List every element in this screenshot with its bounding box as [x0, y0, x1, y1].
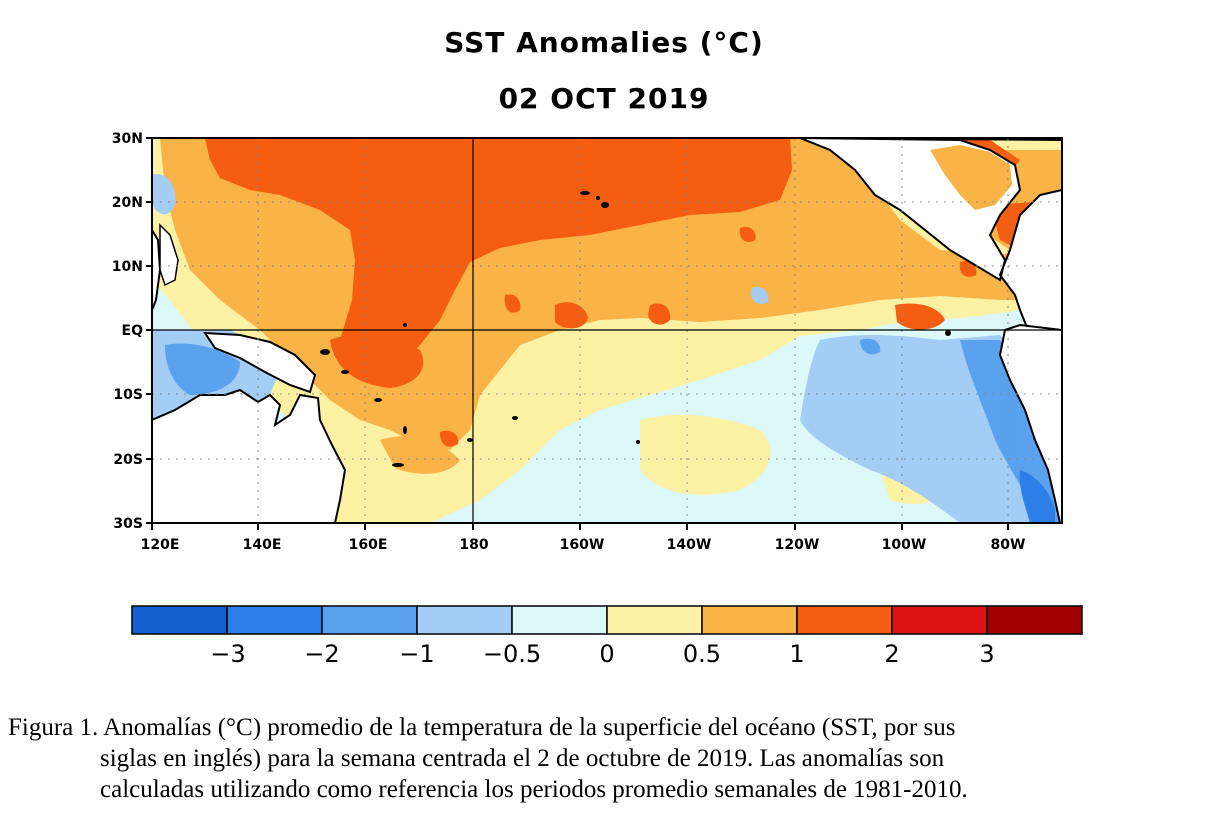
- colorbar-label-neg3: −3: [210, 640, 245, 668]
- anomaly-field-neg0p5-neg1-patch: [152, 174, 176, 215]
- colorbar-box-0: [131, 605, 228, 635]
- colorbar-boxes: [131, 605, 1083, 635]
- anomaly-field-neg2-neg3: [1019, 470, 1055, 523]
- colorbar-box-3: [416, 605, 513, 635]
- anomaly-field-neg1-neg2-patch: [860, 338, 881, 355]
- map-date: 02 OCT 2019: [498, 82, 710, 115]
- pacific-islands: [320, 191, 951, 467]
- lat-tick-label-20n: 20N: [112, 195, 143, 211]
- colorbar-label-neg1: −1: [399, 640, 434, 668]
- lon-tick-label-120e: 120E: [141, 537, 180, 553]
- colorbar-box-9: [986, 605, 1083, 635]
- anomaly-field-neg0p5-neg1-patch2: [900, 393, 930, 417]
- colorbar-box-2: [321, 605, 418, 635]
- colorbar-box-4: [511, 605, 608, 635]
- colorbar-box-7: [796, 605, 893, 635]
- anomaly-field-1-2-pocket-c: [895, 303, 945, 330]
- lat-tick-label-20s: 20S: [113, 452, 143, 468]
- anomaly-field-1-2-pocket-f: [440, 430, 459, 447]
- anomaly-field-neg0p5-neg1-eddy: [751, 286, 769, 305]
- colorbar-box-8: [891, 605, 988, 635]
- colorbar-label-neg0p5: −0.5: [483, 640, 541, 668]
- figure-caption: Figura 1. Anomalías (°C) promedio de la …: [8, 712, 1198, 805]
- anomaly-field-1-2-eq-west: [330, 334, 424, 388]
- lon-tick-label-160e: 160E: [349, 537, 388, 553]
- lon-tick-label-140w: 140W: [667, 537, 712, 553]
- sst-anomaly-map: 30N 20N 10N EQ 10S 20S 30S 120E 140E 160…: [112, 131, 1063, 553]
- anomaly-field-1-2-pocket-g: [959, 260, 977, 277]
- lat-tick-label-10s: 10S: [113, 387, 143, 403]
- colorbar-label-3: 3: [979, 640, 994, 668]
- new-guinea-land: [203, 331, 317, 394]
- south-america-land: [998, 323, 1062, 523]
- anomaly-field-0-0p5-south: [640, 414, 771, 495]
- anomaly-field-1-2-pocket-e: [739, 226, 756, 242]
- anomaly-field-1-2-pocket-b: [648, 303, 671, 325]
- lat-tick-label-30n: 30N: [112, 131, 143, 147]
- colorbar-box-1: [226, 605, 323, 635]
- colorbar-label-1: 1: [789, 640, 804, 668]
- lon-tick-label-140e: 140E: [243, 537, 282, 553]
- caption-line-1: Figura 1. Anomalías (°C) promedio de la …: [8, 714, 956, 741]
- map-title: SST Anomalies (°C): [444, 26, 764, 59]
- anomaly-field-neg1-neg2-west: [165, 343, 240, 395]
- colorbar: −3 −2 −1 −0.5 0 0.5 1 2 3: [131, 605, 1083, 668]
- colorbar-box-6: [701, 605, 798, 635]
- colorbar-label-0: 0: [599, 640, 614, 668]
- caption-line-2: siglas en inglés) para la semana centrad…: [100, 745, 945, 772]
- philippines-land: [159, 223, 179, 287]
- anomaly-field-1-2-pocket-a: [555, 302, 588, 329]
- colorbar-box-5: [606, 605, 703, 635]
- lon-tick-label-80w: 80W: [991, 537, 1026, 553]
- lat-tick-label-30s: 30S: [113, 516, 143, 532]
- gulf-of-mexico-water: [930, 145, 1012, 210]
- lon-tick-label-160w: 160W: [560, 537, 605, 553]
- anomaly-field-1-2-north: [205, 138, 792, 380]
- lon-tick-label-100w: 100W: [882, 537, 927, 553]
- australia-land: [152, 388, 347, 523]
- colorbar-label-0p5: 0.5: [683, 640, 721, 668]
- lon-tick-label-180: 180: [459, 537, 488, 553]
- colorbar-label-neg2: −2: [304, 640, 339, 668]
- borneo-land: [152, 228, 162, 311]
- lat-tick-label-eq: EQ: [122, 323, 144, 339]
- colorbar-label-2: 2: [884, 640, 899, 668]
- anomaly-field-neg1-neg2-east: [960, 340, 1062, 523]
- lon-tick-label-120w: 120W: [775, 537, 820, 553]
- lon-tick-marks: [151, 523, 1009, 530]
- anomaly-field-1-2-pocket-d: [504, 294, 521, 313]
- lat-tick-label-10n: 10N: [112, 259, 143, 275]
- caption-line-3: calculadas utilizando como referencia lo…: [100, 776, 968, 803]
